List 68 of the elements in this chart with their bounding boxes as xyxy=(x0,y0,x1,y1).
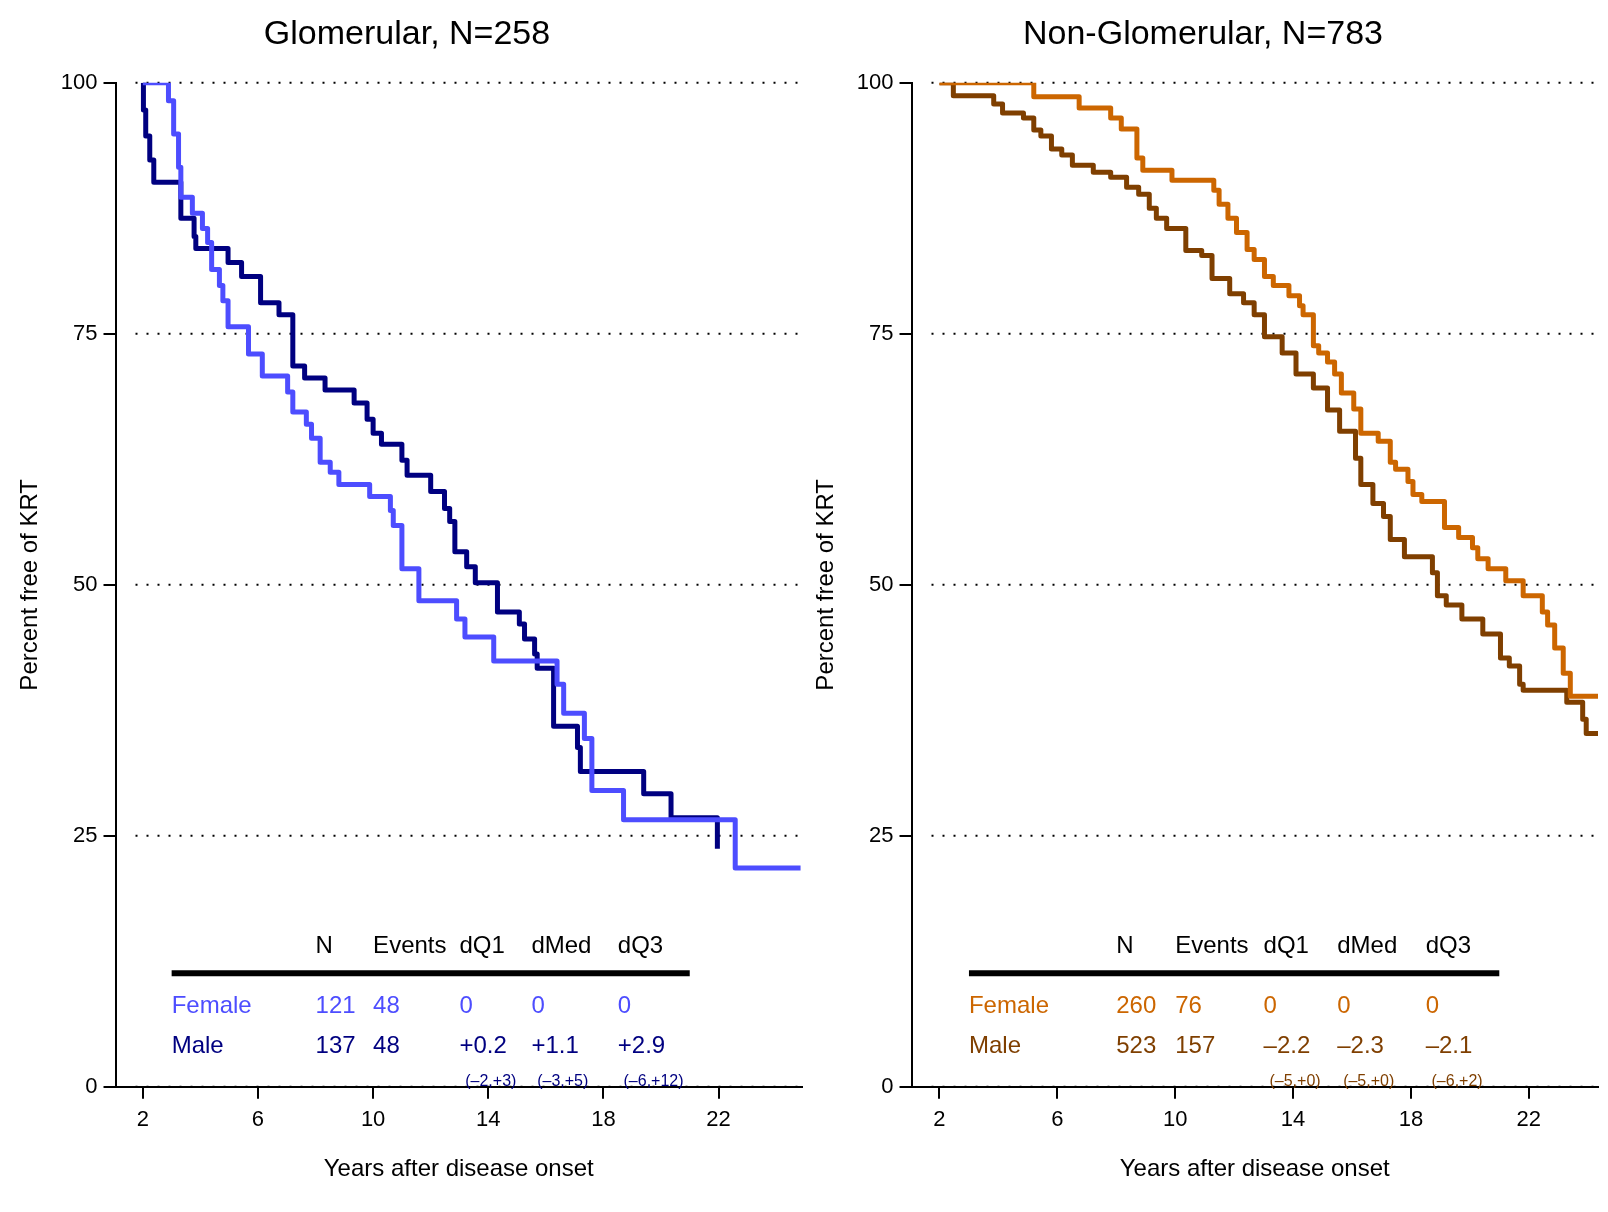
annotation: (–6,+2) xyxy=(1431,1072,1483,1090)
annotation: Events xyxy=(373,930,447,958)
y-tick-label: 25 xyxy=(73,821,98,847)
y-tick-label: 50 xyxy=(73,570,98,596)
text: Female xyxy=(171,991,252,1019)
chart-title: Glomerular, N=258 xyxy=(263,12,551,51)
annotation: (–5,+0) xyxy=(1269,1072,1321,1090)
annotation: N xyxy=(1116,930,1134,958)
y-tick-label: 100 xyxy=(856,68,894,94)
annotation: +0.2 xyxy=(459,1031,507,1059)
x-tick-label: 10 xyxy=(360,1106,386,1132)
text: Male xyxy=(968,1031,1021,1059)
x-tick-label: 6 xyxy=(1051,1106,1064,1132)
annotation: 48 xyxy=(373,1031,400,1059)
annotation: (–6,+12) xyxy=(623,1072,684,1090)
x-tick-label: 22 xyxy=(706,1106,731,1132)
x-axis-title: Years after disease onset xyxy=(323,1154,595,1182)
annotation: dQ1 xyxy=(1263,930,1309,958)
y-tick-label: 0 xyxy=(881,1072,894,1098)
y-tick-label: 100 xyxy=(60,68,98,94)
chart-title: Non-Glomerular, N=783 xyxy=(1022,12,1384,51)
annotation: –2.3 xyxy=(1337,1031,1384,1059)
text: Female xyxy=(968,991,1049,1019)
y-tick-label: 25 xyxy=(869,821,894,847)
y-tick-label: 50 xyxy=(869,570,894,596)
annotation: +1.1 xyxy=(531,1031,579,1059)
x-tick-label: 14 xyxy=(476,1106,501,1132)
x-tick-label: 2 xyxy=(136,1106,149,1132)
annotation: 0 xyxy=(617,991,632,1019)
annotation: –2.1 xyxy=(1425,1031,1473,1059)
y-tick-label: 75 xyxy=(73,319,98,345)
annotation: 121 xyxy=(315,991,356,1019)
annotation: –2.2 xyxy=(1263,1031,1311,1059)
annotation: (–3,+5) xyxy=(537,1072,589,1090)
annotation: dQ3 xyxy=(1425,930,1472,958)
annotation: +2.9 xyxy=(617,1031,666,1059)
annotation: (–2,+3) xyxy=(465,1072,517,1090)
annotation: (–5,+0) xyxy=(1343,1072,1395,1090)
annotation: dQ1 xyxy=(459,930,505,958)
annotation: 260 xyxy=(1116,991,1157,1019)
x-tick-label: 18 xyxy=(1398,1106,1424,1132)
x-tick-label: 14 xyxy=(1280,1106,1306,1132)
y-tick-label: 0 xyxy=(85,1072,98,1098)
x-tick-label: 2 xyxy=(933,1106,946,1132)
y-tick-label: 75 xyxy=(869,319,894,345)
annotation: 76 xyxy=(1175,991,1202,1019)
annotation: N xyxy=(315,930,333,958)
annotation: dMed xyxy=(1337,930,1398,958)
annotation: 0 xyxy=(459,991,473,1019)
annotation: 0 xyxy=(531,991,545,1019)
annotation: 137 xyxy=(315,1031,356,1059)
annotation: Events xyxy=(1175,930,1249,958)
x-tick-label: 10 xyxy=(1162,1106,1188,1132)
text: Male xyxy=(171,1031,224,1059)
annotation: 48 xyxy=(373,991,400,1019)
x-tick-label: 6 xyxy=(251,1106,265,1132)
y-axis-title: Percent free of KRT xyxy=(811,478,839,691)
annotation: 0 xyxy=(1425,991,1439,1019)
annotation: 0 xyxy=(1263,991,1277,1019)
annotation: 523 xyxy=(1116,1031,1157,1059)
annotation: 0 xyxy=(1337,991,1351,1019)
x-tick-label: 18 xyxy=(591,1106,616,1132)
annotation: 157 xyxy=(1175,1031,1216,1059)
y-axis-title: Percent free of KRT xyxy=(15,478,43,691)
annotation: dMed xyxy=(531,930,592,958)
x-tick-label: 22 xyxy=(1516,1106,1541,1132)
annotation: dQ3 xyxy=(617,930,664,958)
x-axis-title: Years after disease onset xyxy=(1119,1154,1391,1182)
